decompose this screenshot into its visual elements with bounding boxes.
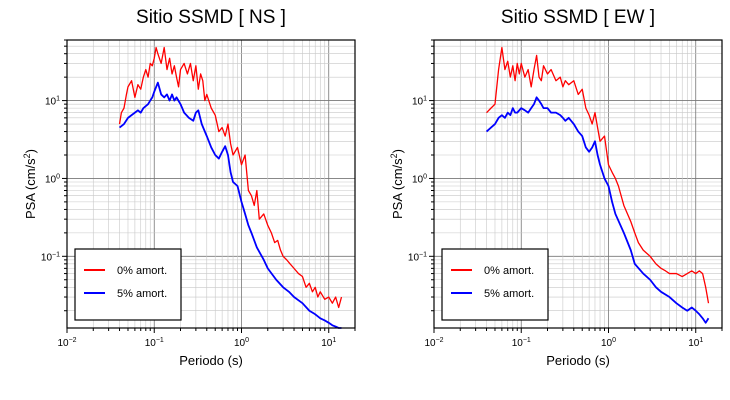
series-line-0 (118, 46, 343, 309)
x-tick-label: 10−2 (424, 337, 443, 349)
series-lines (485, 46, 710, 324)
chart-panel-ns: Sitio SSMD [ NS ] 10−2 10−1 100 10110−11001… (22, 7, 356, 368)
x-tick-label: 101 (688, 337, 703, 349)
legend: 0% amort. 5% amort. (74, 248, 182, 321)
y-tick-label: 10−1 (41, 251, 60, 263)
chart-title: Sitio SSMD [ EW ] (501, 7, 655, 28)
x-tick-label: 10−1 (145, 337, 164, 349)
x-tick-label: 100 (601, 337, 616, 349)
y-tick-label: 100 (412, 173, 427, 185)
y-axis-label: PSA (cm/s2) (389, 149, 405, 219)
x-tick-label: 101 (321, 337, 336, 349)
series-line-0 (486, 46, 710, 304)
series-line-1 (485, 96, 710, 324)
legend-box (74, 248, 182, 321)
axis-ticks: 10−2 10−1 100 101 10−1 100 101 (408, 39, 723, 349)
x-axis-label: Periodo (s) (179, 353, 243, 368)
plot-frame (66, 39, 356, 329)
legend: 0% amort. 5% amort. (441, 248, 549, 321)
plot-frame (433, 39, 723, 329)
legend-label-1: 5% amort. (117, 288, 167, 300)
series-line-1 (118, 81, 342, 329)
x-tick-label: 100 (234, 337, 249, 349)
axis-ticks: 10−2 10−1 100 101 10−1 100 101 (41, 39, 356, 349)
y-tick-label: 10−1 (408, 251, 427, 263)
legend-box (441, 248, 549, 321)
y-tick-label: 101 (412, 96, 427, 108)
legend-label-0: 0% amort. (484, 265, 534, 277)
y-tick-label: 100 (45, 173, 60, 185)
y-tick-label: 101 (45, 96, 60, 108)
series-lines (118, 46, 343, 329)
chart-panel-ew: Sitio SSMD [ EW ] 10−2 10−1 100 10110−11001… (389, 7, 723, 368)
legend-label-1: 5% amort. (484, 288, 534, 300)
y-axis-label: PSA (cm/s2) (22, 149, 38, 219)
x-tick-label: 10−2 (57, 337, 76, 349)
x-tick-label: 10−1 (512, 337, 531, 349)
chart-title: Sitio SSMD [ NS ] (136, 7, 286, 28)
legend-label-0: 0% amort. (117, 265, 167, 277)
x-axis-label: Periodo (s) (546, 353, 610, 368)
